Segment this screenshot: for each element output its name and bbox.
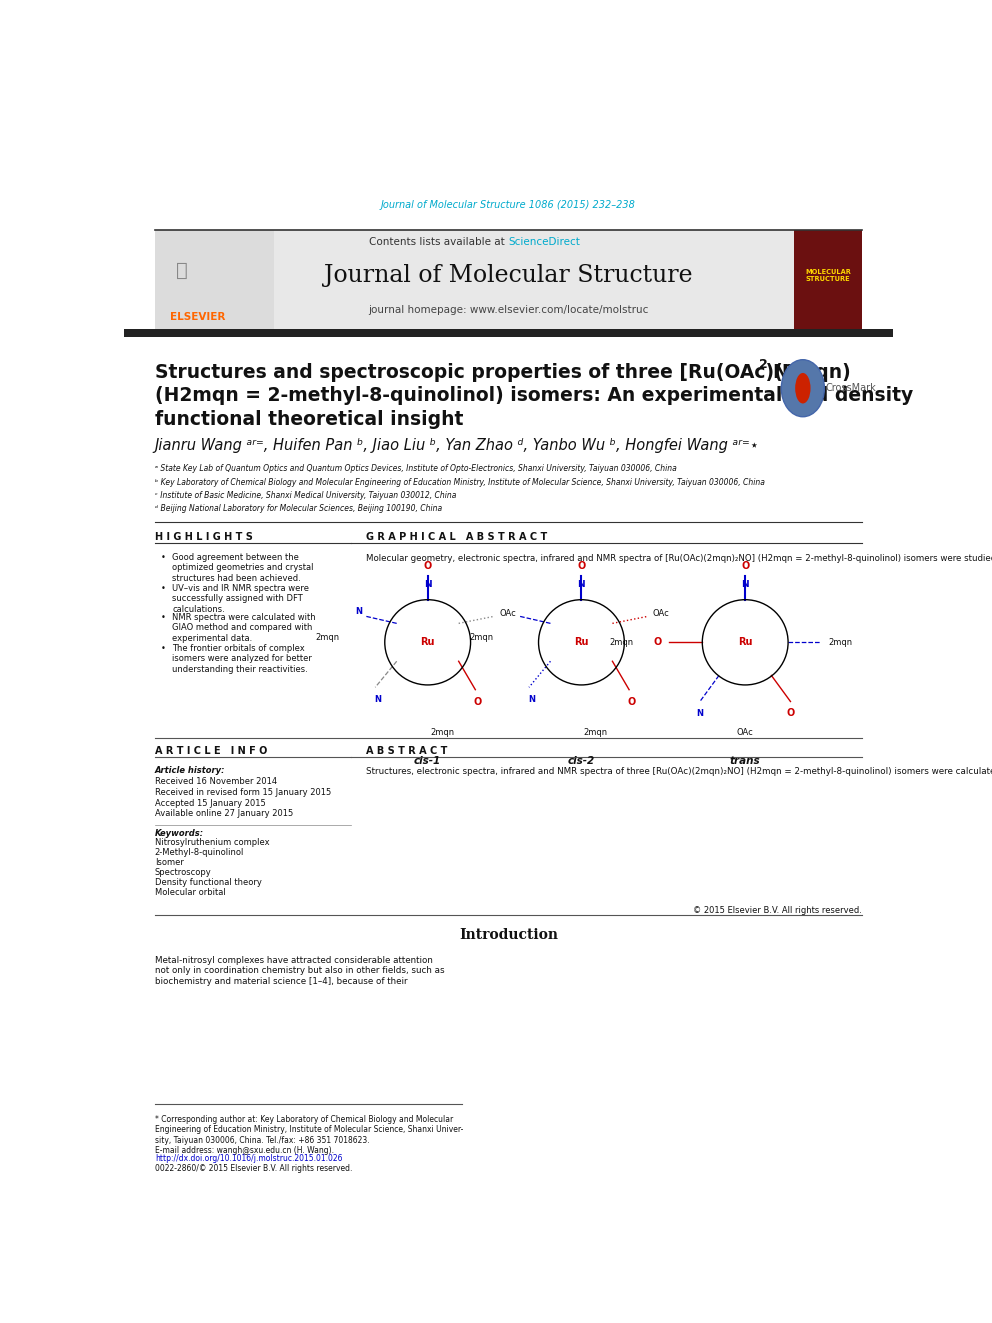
Text: Structures and spectroscopic properties of three [Ru(OAc)(2mqn): Structures and spectroscopic properties … [155,364,850,382]
Text: A B S T R A C T: A B S T R A C T [366,746,447,755]
Text: Introduction: Introduction [459,927,558,942]
Text: cis-2: cis-2 [567,755,595,766]
Bar [155,230,274,329]
Bar [124,329,893,337]
Text: Molecular geometry, electronic spectra, infrared and NMR spectra of [Ru(OAc)(2mq: Molecular geometry, electronic spectra, … [366,554,992,562]
Ellipse shape [796,373,810,404]
Text: Contents lists available at: Contents lists available at [369,237,509,247]
Text: journal homepage: www.elsevier.com/locate/molstruc: journal homepage: www.elsevier.com/locat… [368,306,649,315]
Text: N: N [528,695,535,704]
Text: N: N [374,695,381,704]
Text: * Corresponding author at: Key Laboratory of Chemical Biology and Molecular
Engi: * Corresponding author at: Key Laborator… [155,1115,463,1155]
Text: OAc: OAc [737,728,754,737]
Text: Metal-nitrosyl complexes have attracted considerable attention
not only in coord: Metal-nitrosyl complexes have attracted … [155,955,444,986]
Text: Journal of Molecular Structure: Journal of Molecular Structure [324,265,692,287]
Text: http://dx.doi.org/10.1016/j.molstruc.2015.01.026: http://dx.doi.org/10.1016/j.molstruc.201… [155,1154,342,1163]
Text: Structures, electronic spectra, infrared and NMR spectra of three [Ru(OAc)(2mqn): Structures, electronic spectra, infrared… [366,767,992,777]
Text: •: • [161,613,166,622]
Text: ᵃ State Key Lab of Quantum Optics and Quantum Optics Devices, Institute of Opto-: ᵃ State Key Lab of Quantum Optics and Qu… [155,464,677,474]
Text: UV–vis and IR NMR spectra were
successfully assigned with DFT
calculations.: UV–vis and IR NMR spectra were successfu… [173,583,310,614]
Text: A R T I C L E   I N F O: A R T I C L E I N F O [155,746,267,755]
Text: O: O [473,696,482,706]
Text: Ru: Ru [421,638,434,647]
Text: Journal of Molecular Structure 1086 (2015) 232–238: Journal of Molecular Structure 1086 (201… [381,200,636,210]
Text: N: N [577,579,585,589]
Text: ᶜ Institute of Basic Medicine, Shanxi Medical University, Taiyuan 030012, China: ᶜ Institute of Basic Medicine, Shanxi Me… [155,491,456,500]
Text: 2mqn: 2mqn [315,634,339,642]
Text: •: • [161,583,166,593]
Text: •: • [161,553,166,562]
Text: cis-1: cis-1 [414,755,441,766]
Bar [155,230,862,329]
Text: Nitrosylruthenium complex: Nitrosylruthenium complex [155,837,270,847]
Text: ELSEVIER: ELSEVIER [171,312,225,321]
Text: Ru: Ru [738,638,753,647]
Text: Spectroscopy: Spectroscopy [155,868,211,877]
Text: (H2mqn = 2-methyl-8-quinolinol) isomers: An experimental and density: (H2mqn = 2-methyl-8-quinolinol) isomers:… [155,386,913,405]
Text: 2mqn: 2mqn [583,728,608,737]
Text: Molecular orbital: Molecular orbital [155,888,225,897]
Text: Ru: Ru [574,638,588,647]
Text: O: O [654,638,662,647]
Text: Good agreement between the
optimized geometries and crystal
structures had been : Good agreement between the optimized geo… [173,553,313,583]
Text: functional theoretical insight: functional theoretical insight [155,410,463,429]
Text: O: O [577,561,585,570]
Text: O: O [627,696,636,706]
Text: Isomer: Isomer [155,857,184,867]
Text: ᵈ Beijing National Laboratory for Molecular Sciences, Beijing 100190, China: ᵈ Beijing National Laboratory for Molecu… [155,504,441,513]
Text: 2: 2 [759,359,768,372]
Text: Jianru Wang ᵃʳ⁼, Huifen Pan ᵇ, Jiao Liu ᵇ, Yan Zhao ᵈ, Yanbo Wu ᵇ, Hongfei Wang : Jianru Wang ᵃʳ⁼, Huifen Pan ᵇ, Jiao Liu … [155,438,760,452]
Text: NO]: NO] [772,364,812,382]
Text: N: N [424,579,432,589]
Text: 2mqn: 2mqn [609,638,633,647]
Text: Keywords:: Keywords: [155,828,204,837]
Text: ᵇ Key Laboratory of Chemical Biology and Molecular Engineering of Education Mini: ᵇ Key Laboratory of Chemical Biology and… [155,478,765,487]
Text: •: • [161,644,166,652]
Text: NMR spectra were calculated with
GIAO method and compared with
experimental data: NMR spectra were calculated with GIAO me… [173,613,316,643]
Text: H I G H L I G H T S: H I G H L I G H T S [155,532,253,542]
Text: G R A P H I C A L   A B S T R A C T: G R A P H I C A L A B S T R A C T [366,532,548,542]
Text: OAc: OAc [653,610,670,618]
Text: © 2015 Elsevier B.V. All rights reserved.: © 2015 Elsevier B.V. All rights reserved… [693,906,862,914]
Text: 2mqn: 2mqn [430,728,454,737]
Text: ScienceDirect: ScienceDirect [509,237,580,247]
Bar [795,230,862,329]
Text: O: O [424,561,432,570]
Text: Received 16 November 2014: Received 16 November 2014 [155,777,277,786]
Text: Density functional theory: Density functional theory [155,878,262,886]
Text: Available online 27 January 2015: Available online 27 January 2015 [155,810,293,819]
Text: Article history:: Article history: [155,766,225,775]
Text: Received in revised form 15 January 2015: Received in revised form 15 January 2015 [155,789,331,796]
Text: The frontier orbitals of complex
isomers were analyzed for better
understanding : The frontier orbitals of complex isomers… [173,644,312,673]
Text: 🌳: 🌳 [176,261,187,280]
Text: O: O [741,561,749,570]
Text: N: N [741,579,749,589]
Text: 0022-2860/© 2015 Elsevier B.V. All rights reserved.: 0022-2860/© 2015 Elsevier B.V. All right… [155,1164,352,1172]
Text: 2-Methyl-8-quinolinol: 2-Methyl-8-quinolinol [155,848,244,857]
Text: trans: trans [730,755,761,766]
Text: MOLECULAR
STRUCTURE: MOLECULAR STRUCTURE [806,270,851,282]
Text: 2mqn: 2mqn [828,638,853,647]
Text: N: N [696,709,703,718]
Text: Accepted 15 January 2015: Accepted 15 January 2015 [155,799,266,807]
Circle shape [782,360,824,417]
Text: N: N [355,607,362,617]
Text: CrossMark: CrossMark [825,384,876,393]
Text: 2mqn: 2mqn [469,634,493,642]
Text: O: O [787,708,795,718]
Text: OAc: OAc [499,610,516,618]
